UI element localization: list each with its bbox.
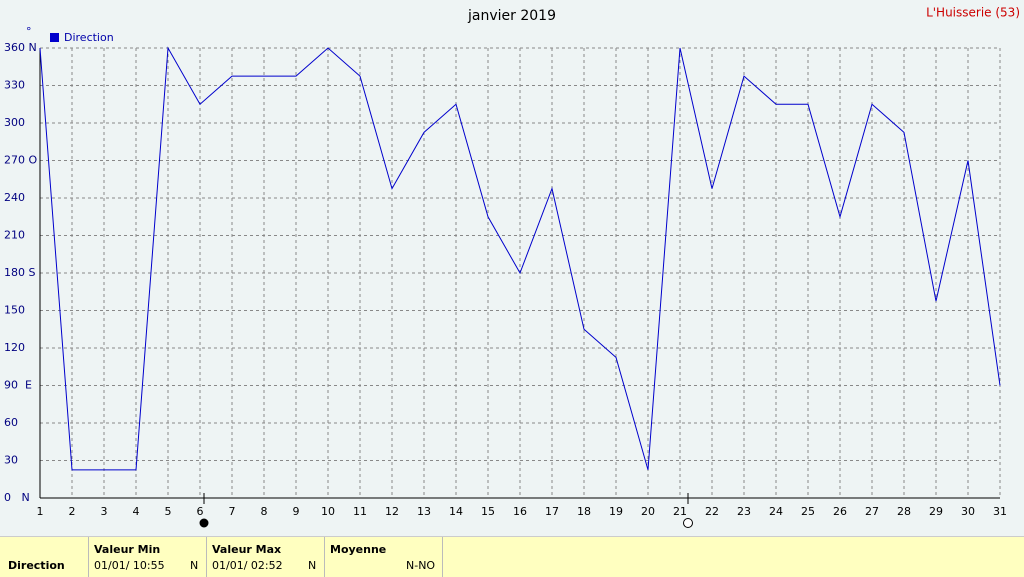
header: Moyenne <box>330 543 387 556</box>
chart-title: janvier 2019 <box>467 8 556 24</box>
x-tick-label: 23 <box>737 505 751 518</box>
y-tick-label: 210 <box>4 229 25 242</box>
x-tick-label: 25 <box>801 505 815 518</box>
value: 01/01/ 02:52 <box>212 559 283 572</box>
y-tick-label: 330 <box>4 79 25 92</box>
x-tick-label: 8 <box>261 505 268 518</box>
x-tick-label: 9 <box>293 505 300 518</box>
x-tick-label: 15 <box>481 505 495 518</box>
x-tick-label: 26 <box>833 505 847 518</box>
header: Valeur Min <box>94 543 161 556</box>
y-tick-label: 60 <box>4 416 18 429</box>
x-tick-label: 10 <box>321 505 335 518</box>
x-tick-label: 20 <box>641 505 655 518</box>
x-tick-label: 4 <box>133 505 140 518</box>
header: Valeur Max <box>212 543 282 556</box>
x-tick-label: 7 <box>229 505 236 518</box>
x-tick-label: 27 <box>865 505 879 518</box>
chart: janvier 2019 L'Huisserie (53) ° Directio… <box>4 6 1020 528</box>
x-tick-label: 28 <box>897 505 911 518</box>
y-tick-label: 240 <box>4 191 25 204</box>
data-line <box>39 46 1001 471</box>
x-tick-label: 1 <box>37 505 44 518</box>
x-tick-label: 2 <box>69 505 76 518</box>
moon-icon <box>683 518 693 528</box>
dir: N <box>190 559 199 572</box>
row-label: Direction <box>8 559 65 572</box>
x-tick-label: 18 <box>577 505 591 518</box>
x-tick-label: 30 <box>961 505 975 518</box>
x-tick-label: 22 <box>705 505 719 518</box>
legend-label: Direction <box>64 31 114 44</box>
moon-icon <box>199 518 209 528</box>
x-tick-label: 29 <box>929 505 943 518</box>
y-tick-label: 360 N <box>4 41 37 54</box>
x-tick-label: 16 <box>513 505 527 518</box>
x-tick-label: 6 <box>197 505 204 518</box>
x-tick-label: 21 <box>673 505 687 518</box>
dir: N-NO <box>406 559 436 572</box>
y-unit: ° <box>26 25 32 38</box>
y-tick-label: 90 E <box>4 379 32 392</box>
y-tick-label: 180 S <box>4 266 35 279</box>
x-tick-label: 19 <box>609 505 623 518</box>
y-tick-label: 120 <box>4 341 25 354</box>
x-tick-label: 14 <box>449 505 463 518</box>
x-tick-label: 17 <box>545 505 559 518</box>
location: L'Huisserie (53) <box>926 6 1020 20</box>
y-tick-label: 30 <box>4 454 18 467</box>
y-tick-label: 0 N <box>4 491 30 504</box>
summary-table: Direction Valeur Min 01/01/ 10:55 N Vale… <box>0 536 1024 577</box>
x-tick-label: 5 <box>165 505 172 518</box>
y-tick-label: 300 <box>4 116 25 129</box>
legend-swatch <box>50 33 59 42</box>
value: 01/01/ 10:55 <box>94 559 165 572</box>
x-tick-label: 12 <box>385 505 399 518</box>
x-tick-label: 24 <box>769 505 783 518</box>
x-tick-label: 13 <box>417 505 431 518</box>
x-tick-label: 11 <box>353 505 367 518</box>
dir: N <box>308 559 317 572</box>
y-tick-label: 270 O <box>4 154 37 167</box>
x-tick-label: 31 <box>993 505 1007 518</box>
x-tick-label: 3 <box>101 505 108 518</box>
y-tick-label: 150 <box>4 304 25 317</box>
